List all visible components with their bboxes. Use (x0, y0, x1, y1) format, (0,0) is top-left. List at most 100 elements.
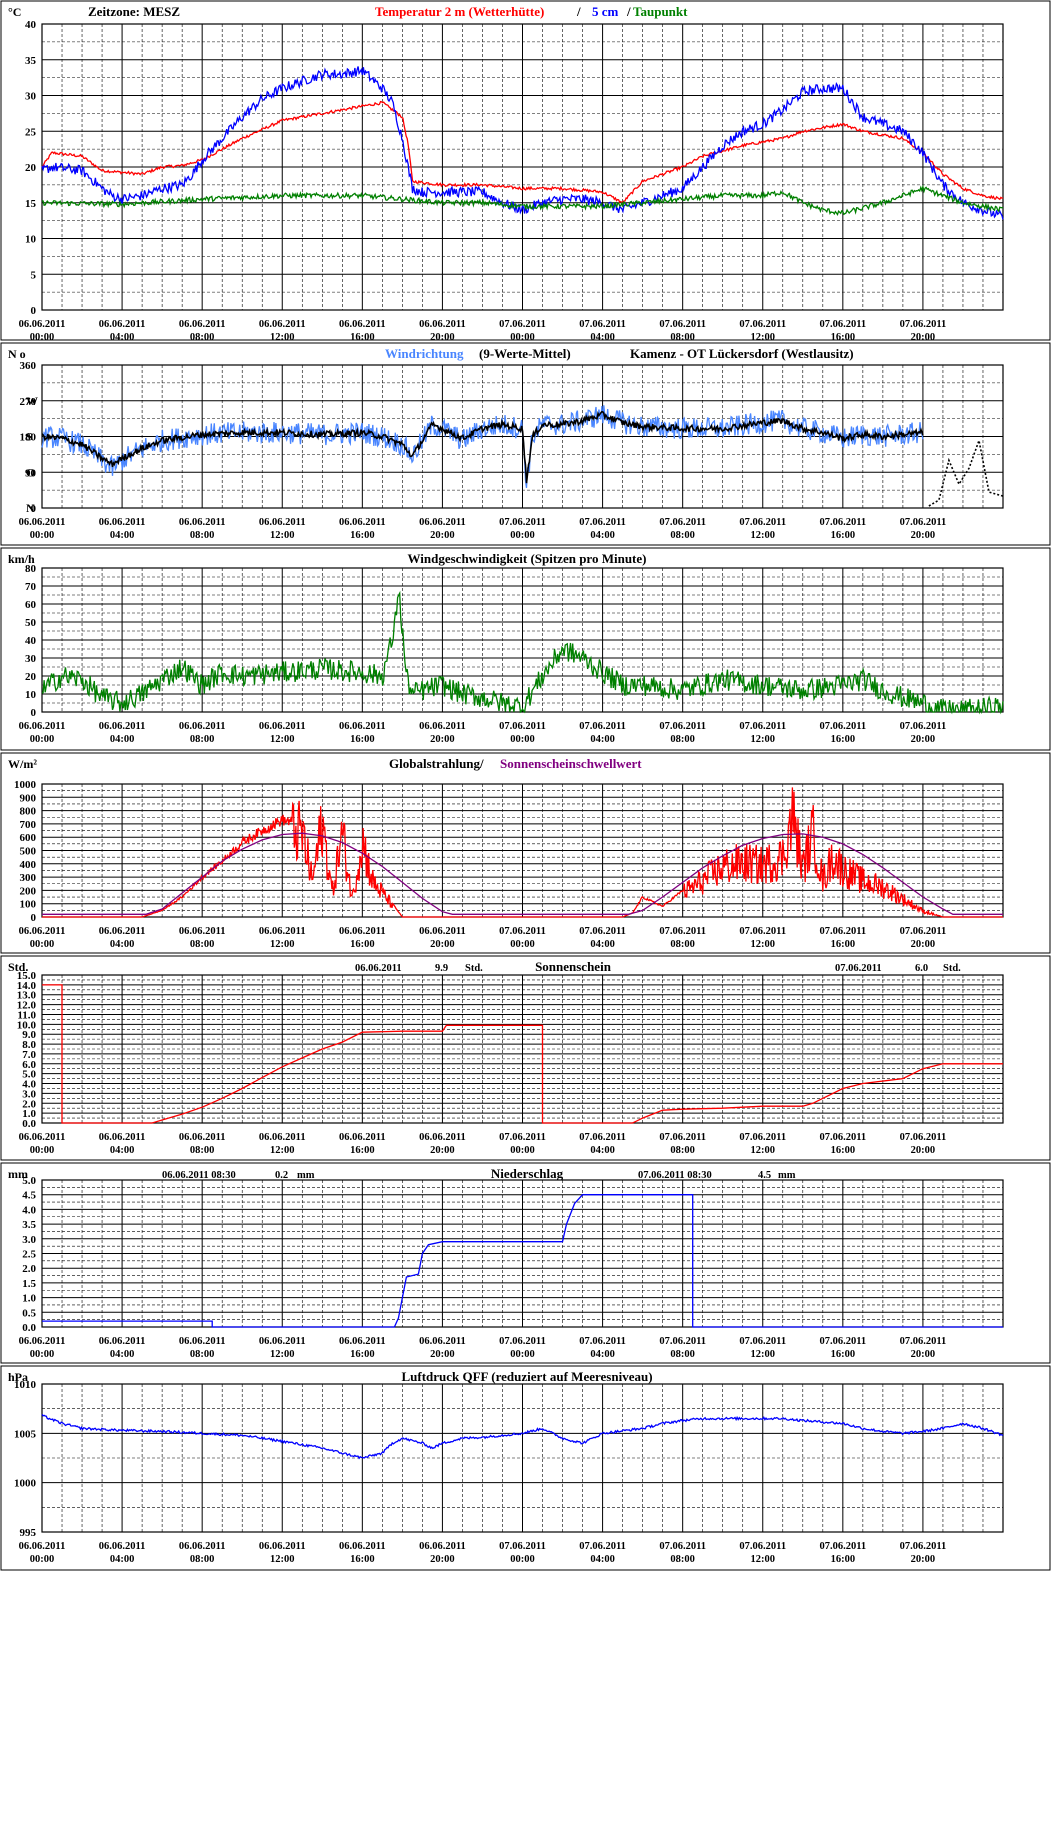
x-tick-date: 06.06.2011 (99, 319, 146, 330)
unit-label: km/h (8, 552, 35, 566)
x-tick-date: 06.06.2011 (179, 517, 226, 528)
x-tick-time: 08:00 (190, 530, 215, 541)
x-tick-date: 06.06.2011 (339, 517, 386, 528)
title-part: (9-Werte-Mittel) (479, 346, 571, 361)
series-wind_direction-raw (41, 405, 924, 488)
x-tick-date: 07.06.2011 (739, 1336, 786, 1347)
x-tick-time: 04:00 (590, 530, 615, 541)
x-tick-time: 16:00 (350, 939, 375, 950)
x-tick-time: 12:00 (751, 1145, 776, 1156)
x-tick-time: 12:00 (751, 939, 776, 950)
x-tick-date: 07.06.2011 (819, 1132, 866, 1143)
y-tick-label: 180 (20, 432, 37, 444)
title-part: Zeitzone: MESZ (88, 4, 180, 19)
y-tick-label: 13.0 (17, 990, 37, 1002)
plot-area (41, 364, 1004, 509)
x-tick-time: 20:00 (911, 332, 936, 343)
x-tick-date: 07.06.2011 (739, 319, 786, 330)
x-tick-date: 07.06.2011 (739, 926, 786, 937)
chart-precipitation: 0.00.51.01.52.02.53.03.54.04.55.0mm06.06… (0, 1162, 1051, 1364)
y-tick-label: 30 (25, 653, 37, 665)
x-tick-time: 20:00 (911, 734, 936, 745)
x-tick-date: 07.06.2011 (579, 1132, 626, 1143)
x-tick-time: 00:00 (510, 332, 535, 343)
x-tick-date: 06.06.2011 (19, 1336, 66, 1347)
y-tick-label: 0.0 (22, 1322, 36, 1334)
x-tick-time: 04:00 (110, 530, 135, 541)
x-tick-date: 06.06.2011 (99, 1336, 146, 1347)
series-wind_direction-calm_dots (928, 437, 1004, 507)
chart-title: Niederschlag (491, 1166, 564, 1181)
x-tick-time: 08:00 (190, 1349, 215, 1360)
y-tick-label: 9.0 (22, 1029, 36, 1041)
y-tick-label: 40 (25, 19, 37, 31)
x-tick-time: 16:00 (350, 1145, 375, 1156)
x-tick-time: 00:00 (30, 939, 55, 950)
x-tick-date: 06.06.2011 (419, 721, 466, 732)
x-tick-date: 07.06.2011 (659, 721, 706, 732)
x-tick-time: 08:00 (670, 332, 695, 343)
x-tick-date: 06.06.2011 (419, 517, 466, 528)
y-tick-label: 1.5 (22, 1278, 36, 1290)
y-tick-label: 3.0 (22, 1088, 36, 1100)
compass-label: N (26, 501, 35, 515)
x-tick-time: 20:00 (430, 734, 455, 745)
x-tick-time: 08:00 (670, 1145, 695, 1156)
x-tick-time: 04:00 (590, 1349, 615, 1360)
title-part: 5 cm (592, 4, 619, 19)
x-tick-time: 16:00 (350, 1554, 375, 1565)
x-tick-time: 16:00 (831, 734, 856, 745)
title-part: Temperatur 2 m (Wetterhütte) (375, 4, 544, 19)
x-tick-date: 06.06.2011 (259, 517, 306, 528)
y-tick-label: 80 (25, 563, 37, 575)
y-tick-label: 1000 (14, 1478, 37, 1490)
x-tick-date: 07.06.2011 (499, 1336, 546, 1347)
unit-label: N o (8, 347, 26, 361)
x-tick-date: 07.06.2011 (900, 926, 947, 937)
x-tick-time: 12:00 (270, 530, 295, 541)
y-tick-label: 0 (31, 503, 37, 515)
x-tick-date: 06.06.2011 (179, 721, 226, 732)
x-tick-time: 20:00 (430, 939, 455, 950)
series-temperature-t2m (41, 100, 1004, 204)
x-tick-time: 04:00 (590, 1145, 615, 1156)
title-part: Globalstrahlung/ (389, 756, 484, 771)
series-temperature-dewpoint (41, 184, 1004, 216)
y-tick-label: 10 (25, 689, 37, 701)
y-tick-label: 20 (25, 671, 37, 683)
y-tick-label: 15.0 (17, 970, 37, 982)
x-tick-date: 07.06.2011 (659, 517, 706, 528)
title-part: Sonnenscheinschwellwert (500, 756, 642, 771)
unit-label: °C (8, 5, 21, 19)
x-tick-date: 07.06.2011 (499, 1132, 546, 1143)
x-tick-date: 07.06.2011 (900, 1336, 947, 1347)
x-tick-date: 07.06.2011 (900, 517, 947, 528)
x-tick-date: 06.06.2011 (19, 1132, 66, 1143)
summary-unit: Std. (943, 963, 961, 974)
x-tick-date: 07.06.2011 (819, 517, 866, 528)
x-tick-time: 00:00 (510, 530, 535, 541)
x-tick-date: 07.06.2011 (499, 319, 546, 330)
x-tick-date: 06.06.2011 (419, 1541, 466, 1552)
y-tick-label: 1.0 (22, 1293, 36, 1305)
y-tick-label: 4.0 (22, 1204, 36, 1216)
x-tick-date: 06.06.2011 (419, 1336, 466, 1347)
x-tick-date: 07.06.2011 (739, 1541, 786, 1552)
x-tick-time: 08:00 (190, 1554, 215, 1565)
y-tick-label: 0.5 (22, 1307, 36, 1319)
y-tick-label: 1000 (14, 779, 37, 791)
x-tick-date: 06.06.2011 (99, 721, 146, 732)
summary-unit: mm (778, 1170, 796, 1181)
y-tick-label: 5 (31, 269, 37, 281)
chart-temperature: 0 5 10 15 20 25 30 35 40 °C 06.06.2011 00:00 06.06.2… (0, 0, 1051, 343)
x-tick-date: 07.06.2011 (819, 319, 866, 330)
x-tick-time: 16:00 (831, 1349, 856, 1360)
x-tick-date: 06.06.2011 (259, 721, 306, 732)
x-tick-date: 07.06.2011 (659, 1336, 706, 1347)
x-tick-time: 00:00 (510, 734, 535, 745)
y-tick-label: 1.0 (22, 1108, 36, 1120)
chart-title: Luftdruck QFF (reduziert auf Meeresnivea… (401, 1369, 652, 1384)
y-tick-label: 360 (20, 360, 37, 372)
title-part: / (576, 4, 581, 19)
